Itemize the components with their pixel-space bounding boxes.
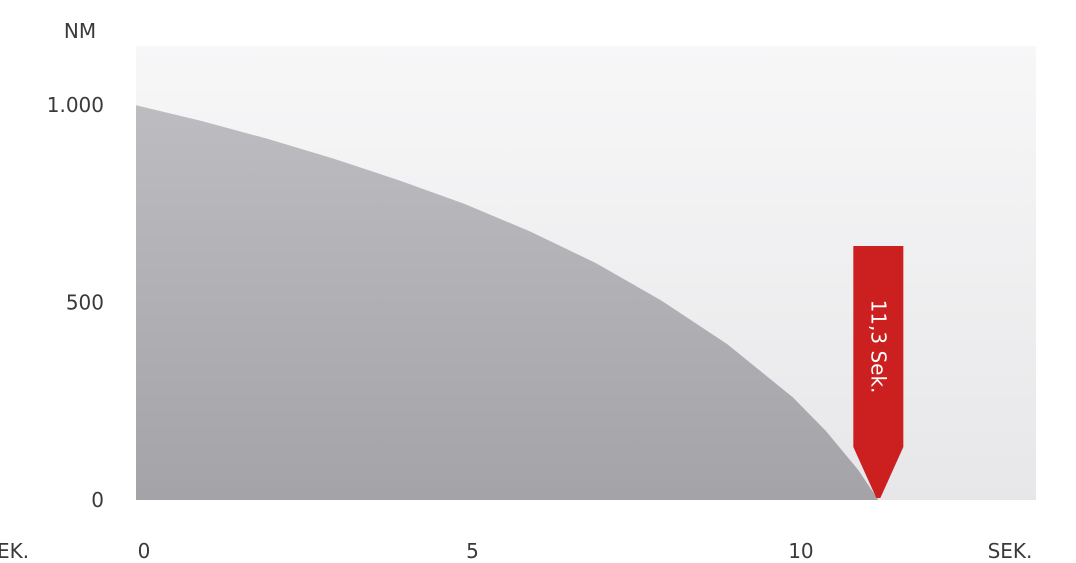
time-marker-label: 11,3 Sek.: [866, 300, 890, 394]
y-axis-label: NM: [64, 19, 96, 43]
x-axis-label: SEK.: [988, 539, 1033, 563]
y-tick-label: 500: [66, 291, 104, 315]
time-marker-arrow: 11,3 Sek.: [853, 246, 904, 498]
x-tick-label: 0: [138, 539, 151, 563]
y-tick-label: 0: [91, 488, 104, 512]
x-tick-label: 5: [466, 539, 479, 563]
x-tick-label: 10: [788, 539, 813, 563]
y-tick-label: 1.000: [47, 93, 104, 117]
arrow-shape: [853, 246, 904, 498]
series-area: [136, 105, 879, 500]
x-axis-label-left-fragment: EK.: [0, 539, 29, 563]
